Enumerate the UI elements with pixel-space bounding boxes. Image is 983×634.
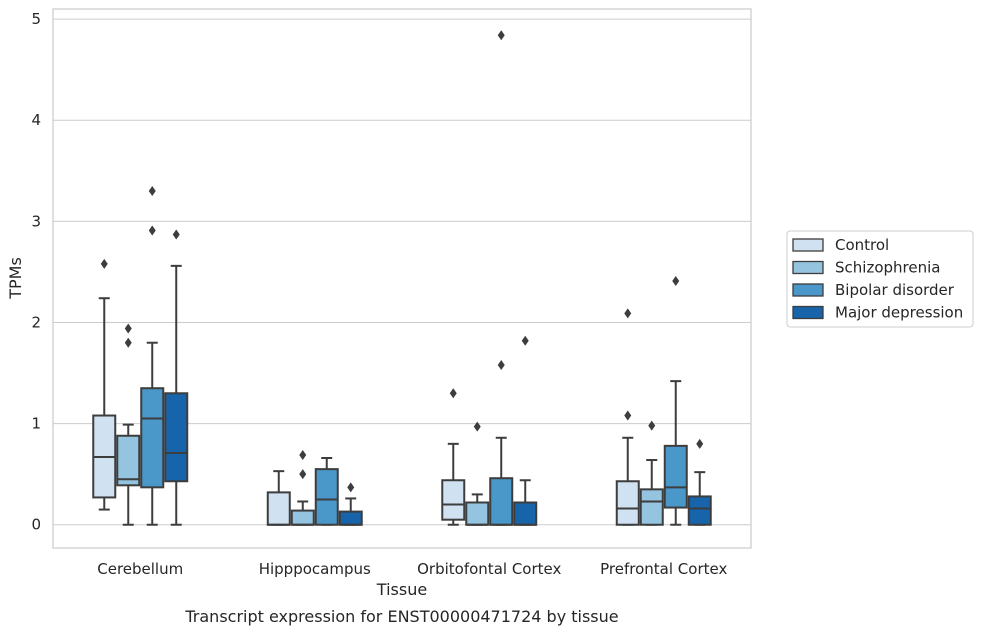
box-plot-item: [639, 420, 664, 526]
box: [639, 488, 664, 526]
box-plot-item: [314, 456, 339, 526]
box: [266, 491, 291, 526]
x-tick-label: Orbitofontal Cortex: [417, 560, 561, 578]
outlier-point: [497, 359, 505, 370]
x-tick-label: Prefrontal Cortex: [600, 560, 727, 578]
y-tick-label: 2: [31, 313, 41, 331]
box: [140, 387, 165, 489]
outlier-point: [347, 482, 355, 493]
legend-label: Control: [835, 236, 889, 254]
box-plot-item: [687, 438, 712, 526]
outlier-point: [148, 225, 156, 236]
outlier-point: [473, 421, 481, 432]
legend-swatch: [792, 238, 824, 252]
x-tick-label: Hipppocampus: [259, 560, 371, 578]
box-plot-item: [338, 482, 363, 526]
box: [116, 434, 141, 487]
box: [465, 501, 490, 526]
outlier-point: [172, 229, 180, 240]
legend-swatch: [792, 283, 824, 297]
box-plot-item: [441, 388, 466, 526]
box-plot-item: [266, 470, 291, 526]
box-plot-item: [290, 449, 315, 526]
box-plot-item: [465, 421, 490, 526]
outlier-point: [648, 420, 656, 431]
x-tick-labels: Cerebellum Hipppocampus Orbitofontal Corte…: [97, 560, 727, 578]
box: [513, 501, 538, 526]
x-axis-title: Tissue: [376, 580, 427, 599]
legend: Control Schizophrenia Bipolar disorder Majo…: [786, 230, 974, 328]
outlier-point: [124, 323, 132, 334]
outlier-point: [148, 186, 156, 197]
y-tick-label: 4: [31, 111, 41, 129]
box-plot-item: [513, 335, 538, 526]
legend-entries: Control Schizophrenia Bipolar disorder Majo…: [792, 236, 963, 322]
legend-swatch: [792, 260, 824, 275]
legend-frame: [786, 230, 974, 328]
box: [615, 480, 640, 526]
box-plot-item: [92, 258, 117, 511]
y-tick-labels: 0 1 2 3 4 5: [31, 10, 41, 534]
box: [164, 392, 189, 483]
legend-label: Schizophrenia: [835, 259, 940, 277]
box: [441, 479, 466, 521]
outlier-point: [124, 337, 132, 348]
y-axis-title: TPMs: [6, 257, 25, 300]
outlier-point: [624, 410, 632, 421]
box-plot-item: [663, 276, 688, 526]
legend-label: Major depression: [835, 304, 963, 322]
outlier-point: [299, 449, 307, 460]
box: [489, 477, 514, 526]
box-plot-item: [140, 186, 165, 526]
outlier-point: [100, 258, 108, 269]
x-tick-label: Cerebellum: [97, 560, 183, 578]
chart-caption: Transcript expression for ENST0000047172…: [184, 607, 618, 626]
outlier-point: [449, 388, 457, 399]
outlier-point: [497, 30, 505, 41]
y-tick-label: 0: [31, 516, 41, 534]
plot-frame: [52, 8, 752, 549]
y-tick-label: 3: [31, 212, 41, 230]
box-plot-item: [164, 229, 189, 526]
outlier-point: [696, 438, 704, 449]
box: [687, 495, 712, 526]
legend-swatch: [792, 305, 824, 320]
outlier-point: [624, 308, 632, 319]
y-tick-label: 1: [31, 415, 41, 433]
box-plot-item: [615, 308, 640, 526]
y-tick-label: 5: [31, 10, 41, 28]
box-plot-item: [489, 30, 514, 526]
box: [663, 444, 688, 509]
outlier-point: [521, 335, 529, 346]
box-plot-item: [116, 323, 141, 526]
legend-label: Bipolar disorder: [835, 281, 955, 299]
boxes-layer: [92, 30, 712, 526]
outlier-point: [299, 469, 307, 480]
outlier-point: [672, 276, 680, 287]
box: [338, 510, 363, 526]
box: [290, 509, 315, 526]
box: [314, 468, 339, 526]
